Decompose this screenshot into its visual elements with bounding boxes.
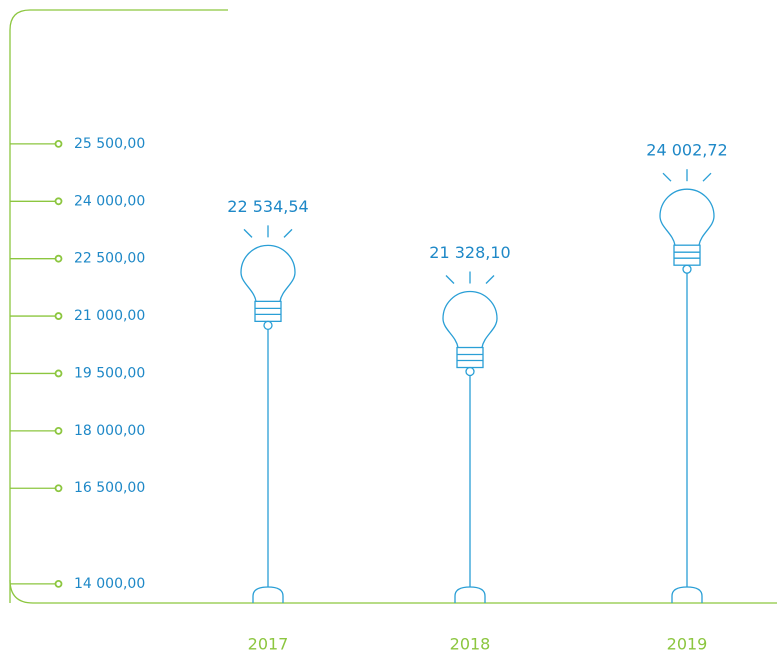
y-tick-label: 19 500,00: [74, 365, 145, 381]
y-tick-dot: [54, 140, 63, 148]
value-label: 24 002,72: [646, 141, 727, 160]
bulb: [659, 169, 715, 603]
y-tick-dot: [54, 369, 63, 378]
y-tick-dot: [54, 579, 63, 588]
bulb: [442, 271, 498, 603]
y-tick-label: 21 000,00: [74, 308, 145, 324]
y-tick-label: 22 500,00: [74, 251, 145, 267]
bulb: [240, 225, 296, 603]
value-label: 21 328,10: [429, 243, 510, 262]
y-tick-label: 24 000,00: [74, 193, 145, 209]
y-tick-dot: [54, 197, 63, 206]
y-tick-dot: [54, 484, 63, 493]
y-tick-label: 18 000,00: [74, 423, 145, 439]
y-tick-dot: [54, 312, 63, 320]
y-tick-dot: [54, 254, 63, 263]
y-tick-label: 16 500,00: [74, 480, 145, 496]
axis-line: [9, 9, 228, 603]
x-tick-label: 2018: [450, 635, 491, 654]
y-tick-dot: [54, 426, 63, 435]
x-tick-label: 2019: [667, 635, 708, 654]
y-tick-label: 25 500,00: [74, 136, 145, 152]
x-tick-label: 2017: [248, 635, 289, 654]
y-tick-label: 14 000,00: [74, 576, 145, 592]
value-label: 22 534,54: [227, 197, 308, 216]
